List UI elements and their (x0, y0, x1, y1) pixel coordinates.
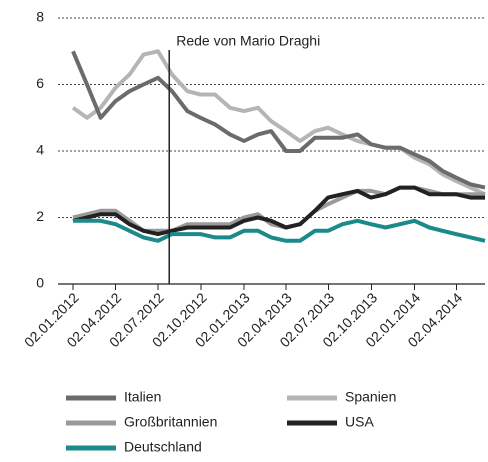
legend-label: Italien (124, 389, 161, 405)
legend-label: Großbritannien (124, 414, 217, 430)
y-tick-label: 6 (36, 75, 44, 91)
annotation-text: Rede von Mario Draghi (176, 33, 320, 49)
legend-label: Deutschland (124, 439, 202, 455)
y-tick-label: 8 (36, 9, 44, 25)
series-line (72, 185, 485, 237)
y-tick-label: 2 (36, 208, 44, 224)
y-tick-label: 0 (36, 275, 44, 291)
series-line (73, 218, 486, 243)
y-tick-label: 4 (36, 142, 44, 158)
legend-label: USA (345, 414, 374, 430)
legend-label: Spanien (345, 389, 396, 405)
series-line (71, 49, 486, 197)
series-line (71, 50, 486, 190)
